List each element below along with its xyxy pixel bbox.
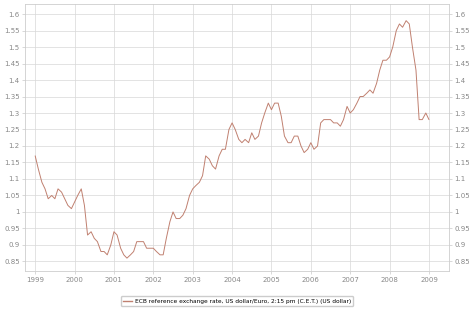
- Legend: ECB reference exchange rate, US dollar/Euro, 2:15 pm (C.E.T.) (US dollar): ECB reference exchange rate, US dollar/E…: [121, 296, 353, 306]
